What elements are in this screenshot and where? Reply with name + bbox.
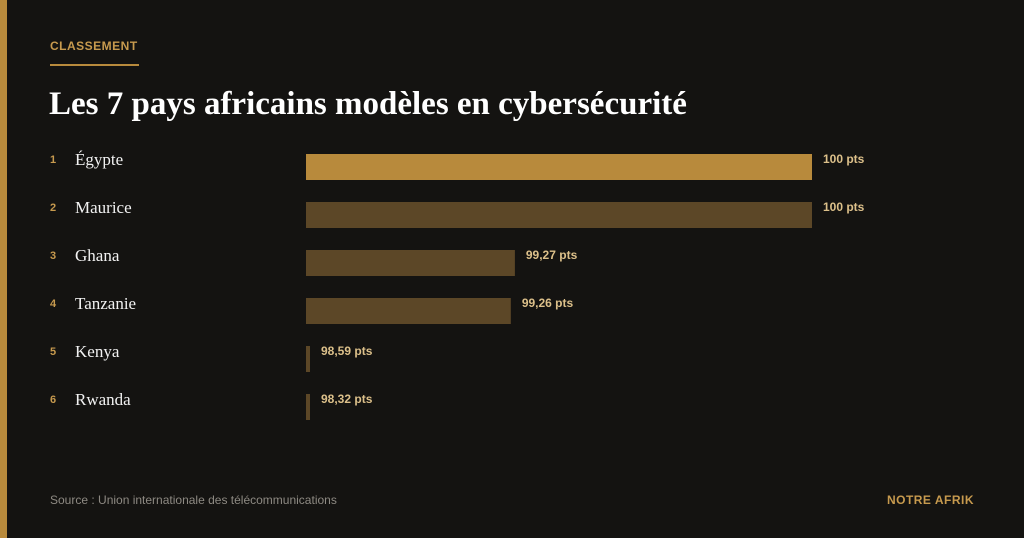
value-label: 99,27 pts bbox=[526, 248, 578, 262]
brand-logo-text: NOTRE AFRIK bbox=[886, 493, 974, 507]
country-label: Rwanda bbox=[75, 390, 131, 409]
kicker-underline bbox=[50, 64, 139, 66]
rank-number: 3 bbox=[50, 250, 56, 262]
value-label: 98,59 pts bbox=[321, 344, 373, 358]
kicker-label: CLASSEMENT bbox=[50, 39, 138, 53]
accent-bar bbox=[0, 0, 7, 538]
bar bbox=[306, 346, 310, 372]
bar bbox=[306, 298, 511, 324]
bar-chart: 1 Égypte 100 pts 2 Maurice 100 pts 3 Ghana 99,27… bbox=[50, 150, 865, 420]
rank-number: 6 bbox=[50, 394, 56, 406]
bar bbox=[306, 250, 515, 276]
bar bbox=[306, 394, 310, 420]
country-label: Tanzanie bbox=[75, 294, 136, 313]
country-label: Égypte bbox=[75, 150, 123, 169]
value-label: 98,32 pts bbox=[321, 392, 373, 406]
rank-number: 4 bbox=[50, 298, 57, 310]
rank-number: 1 bbox=[50, 154, 56, 166]
rank-number: 2 bbox=[50, 202, 56, 214]
bar bbox=[306, 202, 812, 228]
chart-title: Les 7 pays africains modèles en cyberséc… bbox=[49, 86, 687, 122]
country-label: Ghana bbox=[75, 246, 120, 265]
country-label: Kenya bbox=[75, 342, 120, 361]
value-label: 100 pts bbox=[823, 152, 865, 166]
country-label: Maurice bbox=[75, 198, 132, 217]
source-note: Source : Union internationale des téléco… bbox=[50, 493, 337, 507]
rank-number: 5 bbox=[50, 346, 56, 358]
value-label: 99,26 pts bbox=[522, 296, 574, 310]
bar bbox=[306, 154, 812, 180]
value-label: 100 pts bbox=[823, 200, 865, 214]
